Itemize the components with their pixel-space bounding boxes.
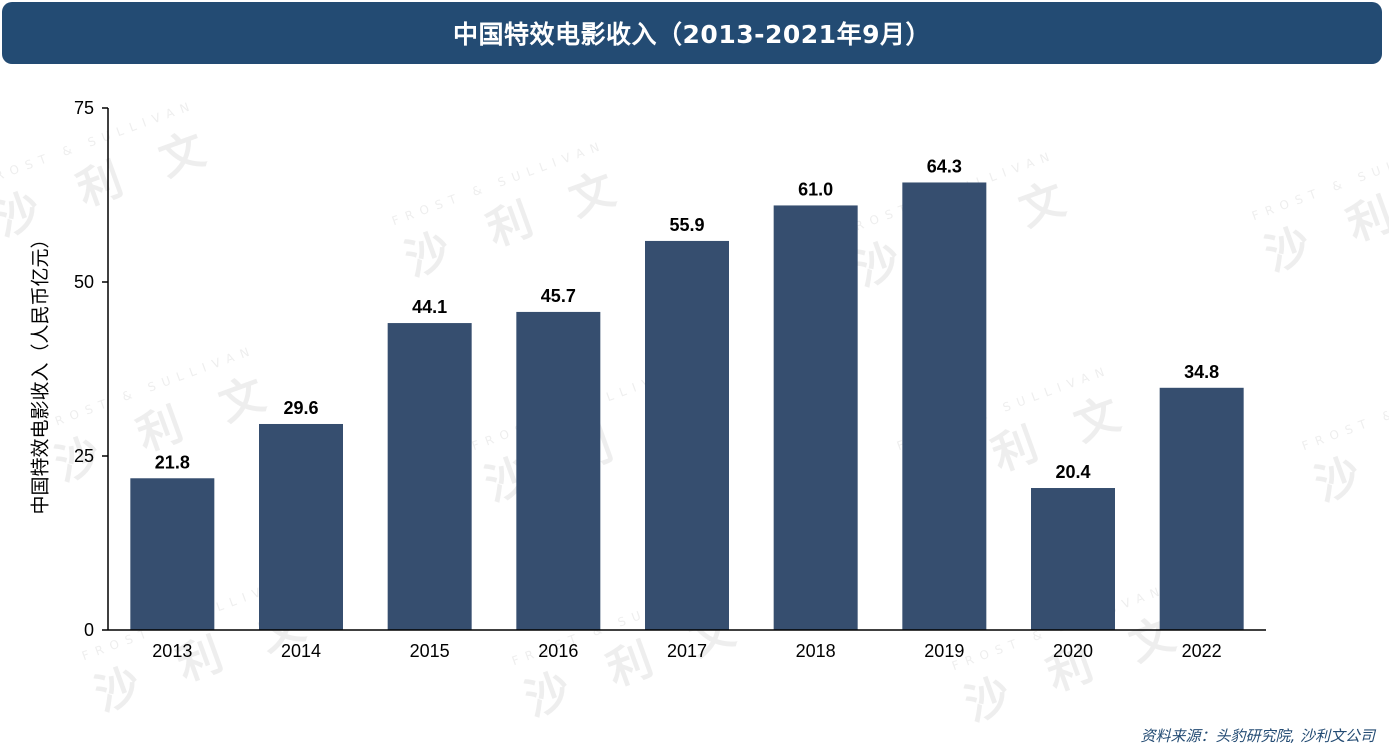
data-label-2015: 44.1 (412, 297, 447, 317)
x-tick-label-2017: 2017 (667, 641, 707, 661)
data-label-2020: 20.4 (1055, 462, 1090, 482)
x-tick-label-2019: 2019 (924, 641, 964, 661)
y-tick-label-50: 50 (74, 272, 94, 292)
x-tick-label-2013: 2013 (152, 641, 192, 661)
bar-2019 (902, 182, 987, 631)
bar-2015 (387, 323, 472, 630)
x-tick-label-2022: 2022 (1182, 641, 1222, 661)
source-note: 资料来源：头豹研究院, 沙利文公司 (1140, 727, 1375, 745)
data-label-2022: 34.8 (1184, 362, 1219, 382)
bar-2018 (773, 205, 858, 630)
bar-2013 (130, 478, 215, 630)
bar-2017 (645, 240, 729, 630)
chart-title: 中国特效电影收入（2013-2021年9月） (453, 20, 931, 49)
x-tick-label-2015: 2015 (410, 641, 450, 661)
data-label-2017: 55.9 (669, 215, 704, 235)
data-label-2018: 61.0 (798, 179, 833, 199)
x-tick-label-2014: 2014 (281, 641, 321, 661)
data-label-2014: 29.6 (283, 398, 318, 418)
data-label-2016: 45.7 (541, 286, 576, 306)
bar-2022 (1159, 387, 1244, 630)
y-tick-label-75: 75 (74, 98, 94, 118)
bar-2016 (516, 311, 601, 630)
x-tick-label-2018: 2018 (796, 641, 836, 661)
bar-2020 (1031, 488, 1115, 630)
x-tick-label-2020: 2020 (1053, 641, 1093, 661)
data-label-2013: 21.8 (155, 452, 190, 472)
x-tick-label-2016: 2016 (538, 641, 578, 661)
y-tick-label-0: 0 (84, 620, 94, 640)
bar-2014 (259, 423, 343, 630)
title-bar: 中国特效电影收入（2013-2021年9月） (2, 2, 1382, 64)
data-label-2019: 64.3 (927, 156, 962, 176)
y-tick-label-25: 25 (74, 446, 94, 466)
